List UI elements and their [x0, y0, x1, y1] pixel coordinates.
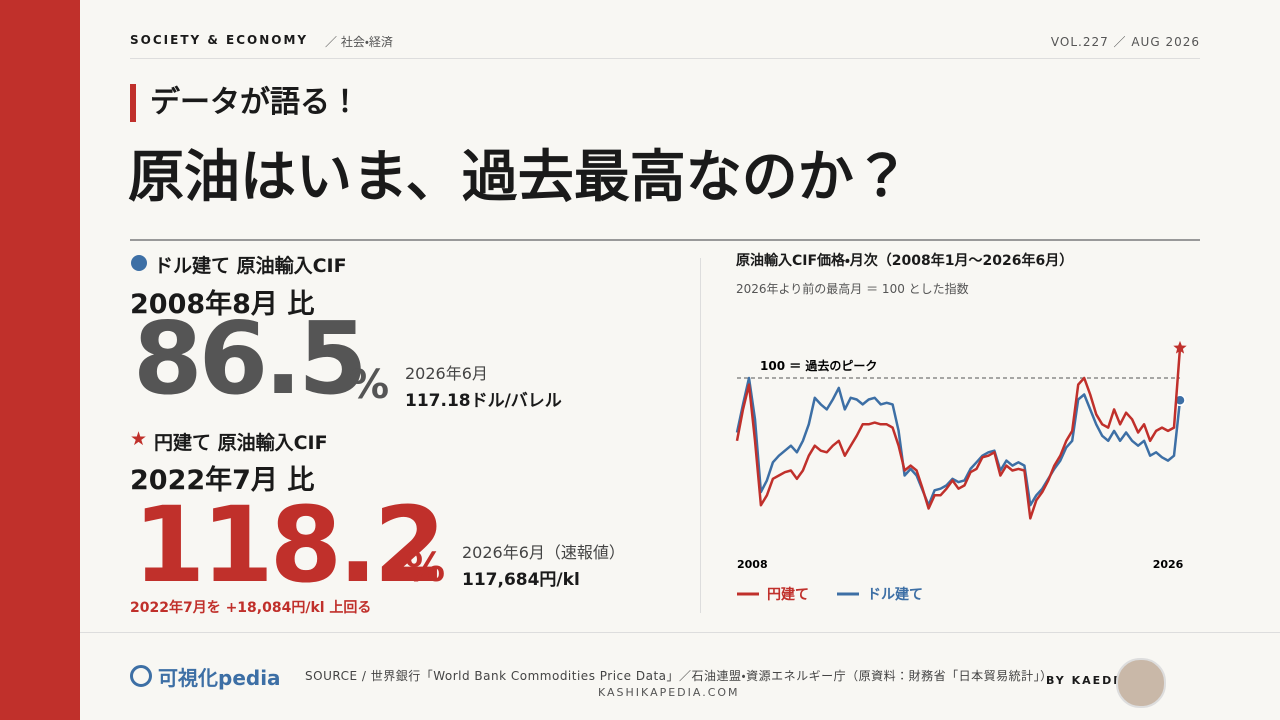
star-icon: ★ — [130, 428, 148, 450]
legend-label: 円建て — [767, 586, 809, 603]
x-tick-label: 2026 — [1153, 558, 1184, 571]
divider — [130, 239, 1200, 241]
reference-label: 100 ＝ 過去のピーク — [760, 358, 877, 373]
source: SOURCE / 世界銀行「World Bank Commodities Pri… — [305, 669, 1053, 683]
stat-label: ドル建て 原油輸入CIF — [154, 255, 347, 277]
chart-title: 原油輸入CIF価格・月次（2008年1月〜2026年6月） — [736, 253, 1074, 269]
stat-unit: % — [405, 545, 446, 591]
stat-price: 117,684円/kl — [462, 570, 580, 590]
stat-basis: 2008年8月 比 — [130, 289, 315, 320]
section: SOCIETY & ECONOMY — [130, 33, 309, 47]
side-bar — [0, 0, 80, 720]
chart-subtitle: 2026年より前の最高月 ＝ 100 とした指数 — [736, 282, 969, 296]
site: KASHIKAPEDIA.COM — [598, 686, 740, 699]
logo: 可視化pedia — [158, 666, 281, 690]
divider — [700, 258, 701, 613]
avatar — [1116, 658, 1166, 708]
series-line — [735, 347, 1182, 520]
series-line — [735, 376, 1182, 507]
chart: 100 ＝ 過去のピーク 2008 2026 円建て ドル建て — [735, 340, 1187, 603]
stat-date: 2026年6月 — [405, 364, 488, 383]
stat-basis: 2022年7月 比 — [130, 465, 315, 496]
stat-label: 円建て 原油輸入CIF — [154, 432, 328, 454]
dot-icon — [131, 255, 147, 271]
stat-value: 86.5 — [133, 300, 368, 417]
kicker: データが語る！ — [130, 84, 360, 122]
x-tick-label: 2008 — [737, 558, 768, 571]
issue: VOL.227 ／ AUG 2026 — [1050, 35, 1200, 49]
subsection: ／ 社会・経済 — [325, 35, 393, 49]
author: BY KAEDE — [1046, 674, 1123, 687]
stat-price: 117.18ドル/バレル — [405, 391, 562, 411]
stat-date: 2026年6月（速報値） — [462, 543, 625, 562]
divider — [80, 632, 1280, 633]
headline: 原油はいま、過去最高なのか？ — [128, 145, 910, 210]
divider — [130, 58, 1200, 59]
logo-icon — [130, 665, 152, 687]
stat-value: 118.2 — [133, 484, 446, 606]
stat-note: 2022年7月を +18,084円/kl 上回る — [130, 600, 372, 616]
legend-label: ドル建て — [867, 586, 923, 603]
end-marker — [1173, 340, 1187, 354]
stat-unit: % — [349, 362, 390, 408]
